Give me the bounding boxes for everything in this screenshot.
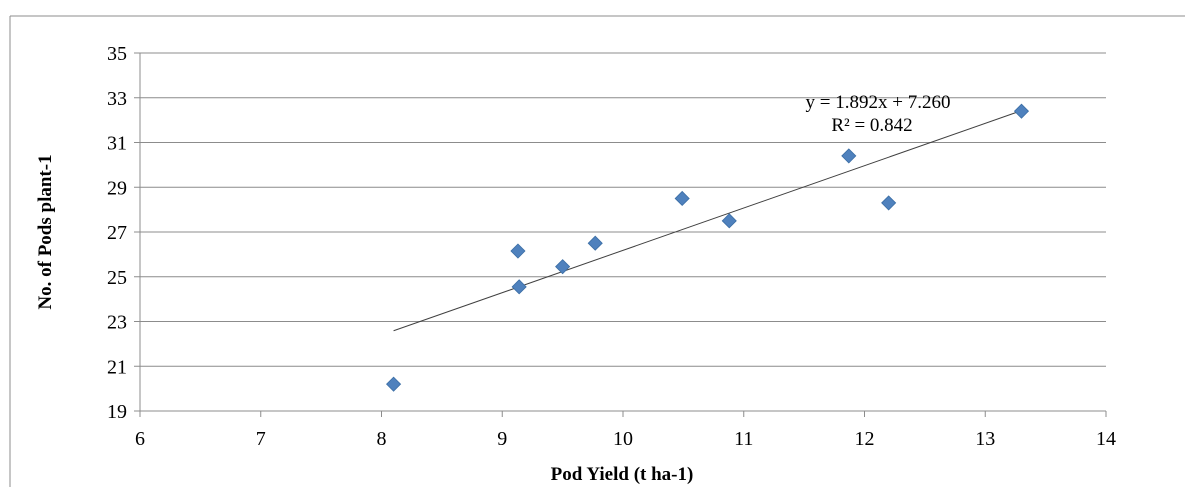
x-tick-label: 9 [497, 428, 507, 450]
x-tick-label: 7 [256, 428, 266, 450]
data-point [881, 195, 897, 211]
x-axis-label: Pod Yield (t ha-1) [551, 464, 694, 485]
axis-ticks [134, 52, 1107, 417]
data-point [587, 235, 603, 251]
data-point [721, 213, 737, 229]
data-point [1013, 103, 1030, 119]
x-tick-label: 6 [135, 428, 145, 450]
x-tick-labels: 6 7 8 9 10 11 12 13 14 [135, 428, 1116, 450]
gridlines [140, 52, 1106, 367]
x-tick-label: 12 [855, 428, 875, 450]
y-tick-label: 27 [107, 222, 127, 244]
data-point [841, 148, 857, 164]
data-point [386, 376, 402, 392]
data-point [511, 279, 527, 295]
chart-border [9, 15, 1185, 487]
y-tick-labels: 19 21 23 25 27 29 31 33 35 [107, 43, 127, 423]
plot-area: 6 7 8 9 10 11 12 13 14 19 21 23 25 27 29 31 33 35 [107, 43, 1116, 450]
y-tick-label: 21 [107, 356, 127, 378]
data-point [510, 243, 526, 259]
y-tick-label: 35 [107, 43, 127, 65]
x-tick-label: 10 [613, 428, 633, 450]
data-point [674, 190, 690, 207]
data-points [386, 103, 1030, 392]
y-tick-label: 31 [107, 133, 127, 155]
x-tick-label: 13 [975, 428, 995, 450]
y-axis-label: No. of Pods plant-1 [35, 154, 56, 309]
trendline-equation: y = 1.892x + 7.260 [806, 92, 951, 113]
y-tick-label: 23 [107, 312, 127, 334]
trendline-r2: R² = 0.842 [831, 115, 912, 136]
data-point [555, 259, 571, 275]
y-tick-label: 33 [107, 88, 127, 110]
y-tick-label: 19 [107, 401, 127, 423]
x-tick-label: 14 [1096, 428, 1116, 450]
y-tick-label: 29 [107, 177, 127, 199]
x-tick-label: 11 [734, 428, 753, 450]
trendline [393, 110, 1022, 332]
x-tick-label: 8 [377, 428, 387, 450]
y-tick-label: 25 [107, 267, 127, 289]
